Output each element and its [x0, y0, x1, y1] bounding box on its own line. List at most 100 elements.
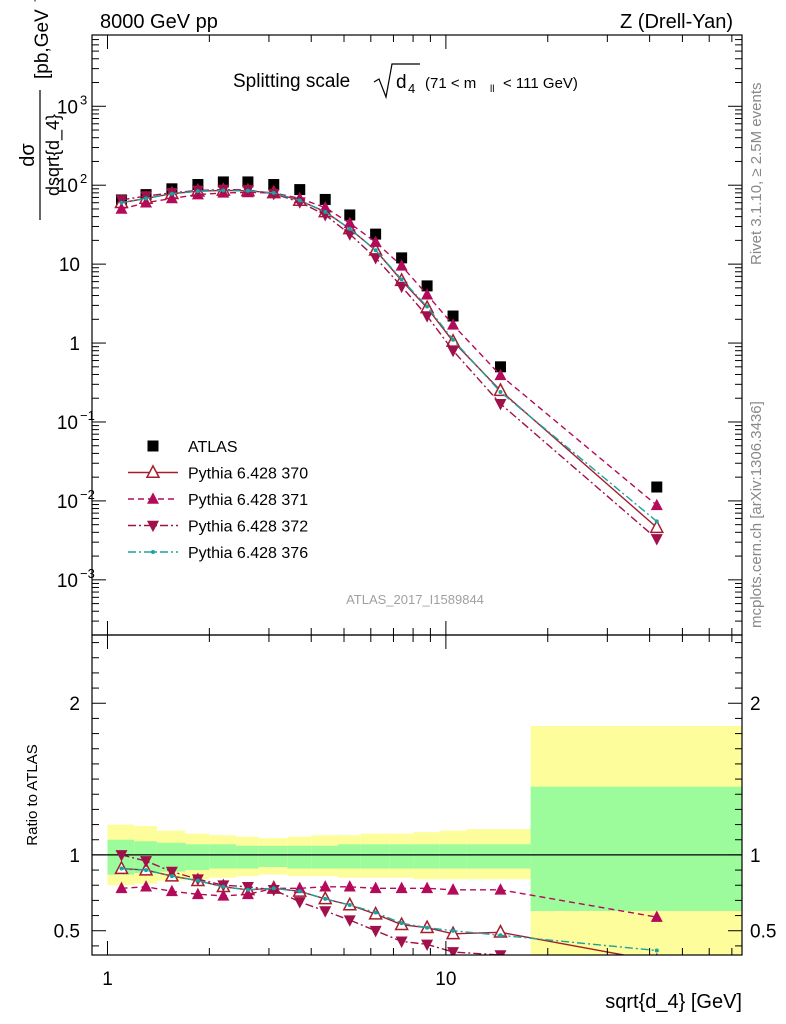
ratio-point — [195, 878, 200, 883]
y-label-denominator: dsqrt{d_4} — [43, 114, 64, 196]
x-tick-label: 10 — [435, 969, 456, 990]
ratio-point — [343, 915, 356, 927]
legend-marker — [147, 520, 159, 533]
legend-marker — [151, 550, 155, 554]
data-point — [319, 201, 332, 213]
inner-band-bin — [287, 845, 312, 869]
ratio-point — [144, 868, 149, 873]
ratio-point — [115, 850, 128, 862]
data-point — [494, 368, 507, 381]
ratio-line — [121, 867, 657, 952]
ratio-point — [347, 902, 352, 907]
data-point — [221, 188, 226, 193]
data-point — [494, 361, 506, 373]
inner-band-bin — [156, 842, 186, 872]
ratio-point — [421, 939, 434, 951]
series-line — [121, 189, 658, 522]
ratio-point — [425, 925, 430, 930]
x-tick-label: 1 — [102, 969, 113, 990]
legend-label: ATLAS — [188, 439, 238, 456]
main-plot-area — [114, 176, 665, 546]
ratio-point — [369, 881, 382, 894]
ratio-line — [121, 854, 507, 955]
data-point — [451, 337, 456, 342]
inner-band-bin — [439, 844, 467, 869]
y-tick-label: 10 — [57, 571, 78, 592]
legend: ATLAS Pythia 6.428 370 Pythia 6.428 371 Pyt… — [128, 439, 308, 562]
data-point — [297, 198, 302, 203]
ratio-point — [319, 880, 332, 892]
data-point — [245, 188, 250, 193]
data-point — [651, 481, 663, 493]
data-point — [323, 209, 328, 214]
legend-label: Pythia 6.428 370 — [188, 466, 308, 483]
ratio-point — [654, 948, 659, 953]
sqrt-sign-icon — [373, 63, 420, 100]
ratio-plot-area — [114, 850, 663, 979]
inner-band-bin — [360, 844, 390, 869]
ratio-point — [369, 925, 382, 938]
main-title: Splitting scale d 4 (71 < m ll < 111 GeV… — [233, 63, 578, 100]
ratio-point — [241, 881, 254, 894]
legend-marker — [145, 464, 161, 479]
data-point — [369, 253, 382, 265]
x-axis-label: sqrt{d_4} [GeV] — [605, 991, 742, 1013]
data-point — [649, 519, 665, 534]
data-point — [373, 248, 378, 253]
title-prefix: Splitting scale — [233, 71, 350, 92]
data-point — [425, 304, 430, 309]
ratio-point — [241, 887, 254, 900]
title-radicand-sub: 4 — [408, 81, 415, 96]
y-tick-label: 10 — [57, 413, 78, 434]
data-point — [319, 193, 331, 205]
ratio-point — [297, 889, 302, 894]
ratio-point — [651, 968, 663, 979]
ratio-series-pythia-6-428-376 — [119, 866, 659, 953]
ratio-point — [217, 889, 230, 901]
title-radicand: d — [396, 72, 407, 93]
data-point — [271, 190, 276, 195]
inner-band-bin — [236, 845, 259, 869]
legend-marker — [147, 492, 159, 504]
data-point — [242, 176, 254, 188]
inner-band-bin — [311, 845, 339, 869]
legend-entry: Pythia 6.428 371 — [128, 492, 308, 509]
data-point — [343, 229, 356, 241]
data-point — [319, 210, 332, 222]
ratio-uncertainty-bands — [92, 725, 742, 955]
data-point — [654, 519, 659, 524]
ratio-point — [191, 887, 204, 900]
y-tick-label: 10 — [57, 492, 78, 513]
legend-label: Pythia 6.428 371 — [188, 492, 308, 509]
inner-band-bin — [413, 844, 440, 869]
series-pythia-6-428-376 — [119, 188, 659, 524]
header-right: Z (Drell-Yan) — [620, 11, 733, 33]
data-point — [498, 389, 503, 394]
inner-band-bin — [389, 844, 414, 869]
ratio-y-axis-label: Ratio to ATLAS — [24, 744, 41, 845]
inner-band-bin — [185, 844, 210, 871]
ratio-point — [494, 950, 507, 955]
data-point — [370, 228, 382, 240]
data-point — [494, 398, 507, 411]
ratio-point — [245, 887, 250, 892]
ratio-point — [165, 866, 178, 879]
ratio-point — [399, 921, 404, 926]
data-point — [119, 200, 124, 205]
data-point — [347, 226, 352, 231]
legend-entry: Pythia 6.428 372 — [128, 519, 308, 536]
ratio-point — [323, 896, 328, 901]
ratio-point — [395, 936, 408, 948]
y-label-numerator: dσ — [17, 143, 39, 167]
ratio-y-tick-label-right: 2 — [750, 694, 761, 715]
ratio-y-tick-label-right: 0.5 — [750, 922, 776, 943]
data-point — [268, 179, 280, 191]
ratio-point — [119, 866, 124, 871]
data-point — [344, 209, 356, 221]
ratio-point — [115, 881, 128, 894]
inner-band-bin — [338, 844, 361, 869]
inner-band-bin — [209, 844, 237, 869]
data-point — [399, 277, 404, 282]
y-label-unit: [pb,GeV — [32, 9, 53, 79]
